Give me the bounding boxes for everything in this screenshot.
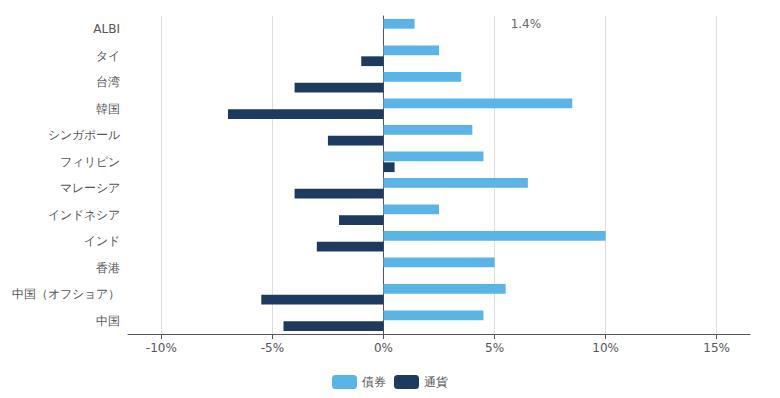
svg-text:-10%: -10% xyxy=(146,341,177,355)
svg-text:フィリピン: フィリピン xyxy=(60,155,120,169)
svg-text:中国（オフショア）: 中国（オフショア） xyxy=(12,287,120,301)
svg-text:10%: 10% xyxy=(592,341,619,355)
svg-text:シンガポール: シンガポール xyxy=(48,128,120,142)
svg-text:香港: 香港 xyxy=(96,261,120,275)
svg-text:通貨: 通貨 xyxy=(424,375,448,389)
svg-text:1.4%: 1.4% xyxy=(511,17,542,31)
svg-text:ALBI: ALBI xyxy=(93,22,120,36)
svg-text:韓国: 韓国 xyxy=(96,102,120,116)
svg-text:5%: 5% xyxy=(485,341,504,355)
svg-text:インド: インド xyxy=(84,234,120,248)
svg-text:債券: 債券 xyxy=(362,375,386,389)
svg-text:中国: 中国 xyxy=(96,314,120,328)
svg-text:-5%: -5% xyxy=(261,341,284,355)
svg-text:台湾: 台湾 xyxy=(96,75,120,89)
svg-text:タイ: タイ xyxy=(96,49,120,63)
svg-text:15%: 15% xyxy=(703,341,730,355)
svg-text:0%: 0% xyxy=(374,341,393,355)
svg-text:マレーシア: マレーシア xyxy=(60,181,120,195)
svg-text:インドネシア: インドネシア xyxy=(48,208,120,222)
